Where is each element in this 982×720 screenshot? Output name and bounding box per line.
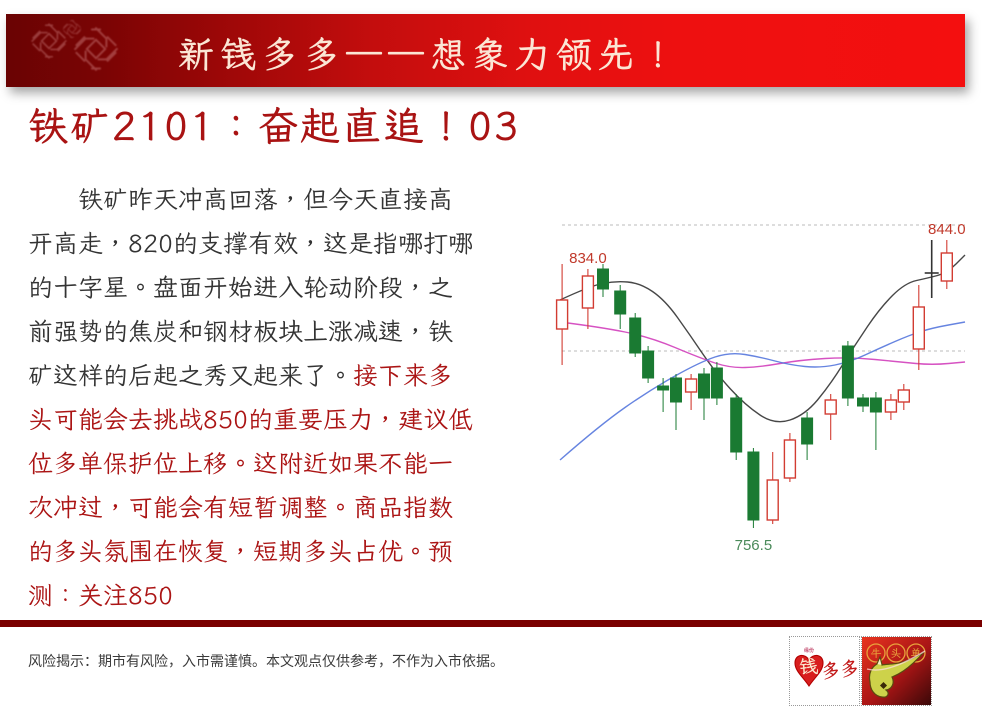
svg-text:844.0: 844.0 [928, 221, 966, 238]
svg-text:756.5: 756.5 [735, 537, 773, 554]
svg-text:834.0: 834.0 [569, 250, 607, 267]
